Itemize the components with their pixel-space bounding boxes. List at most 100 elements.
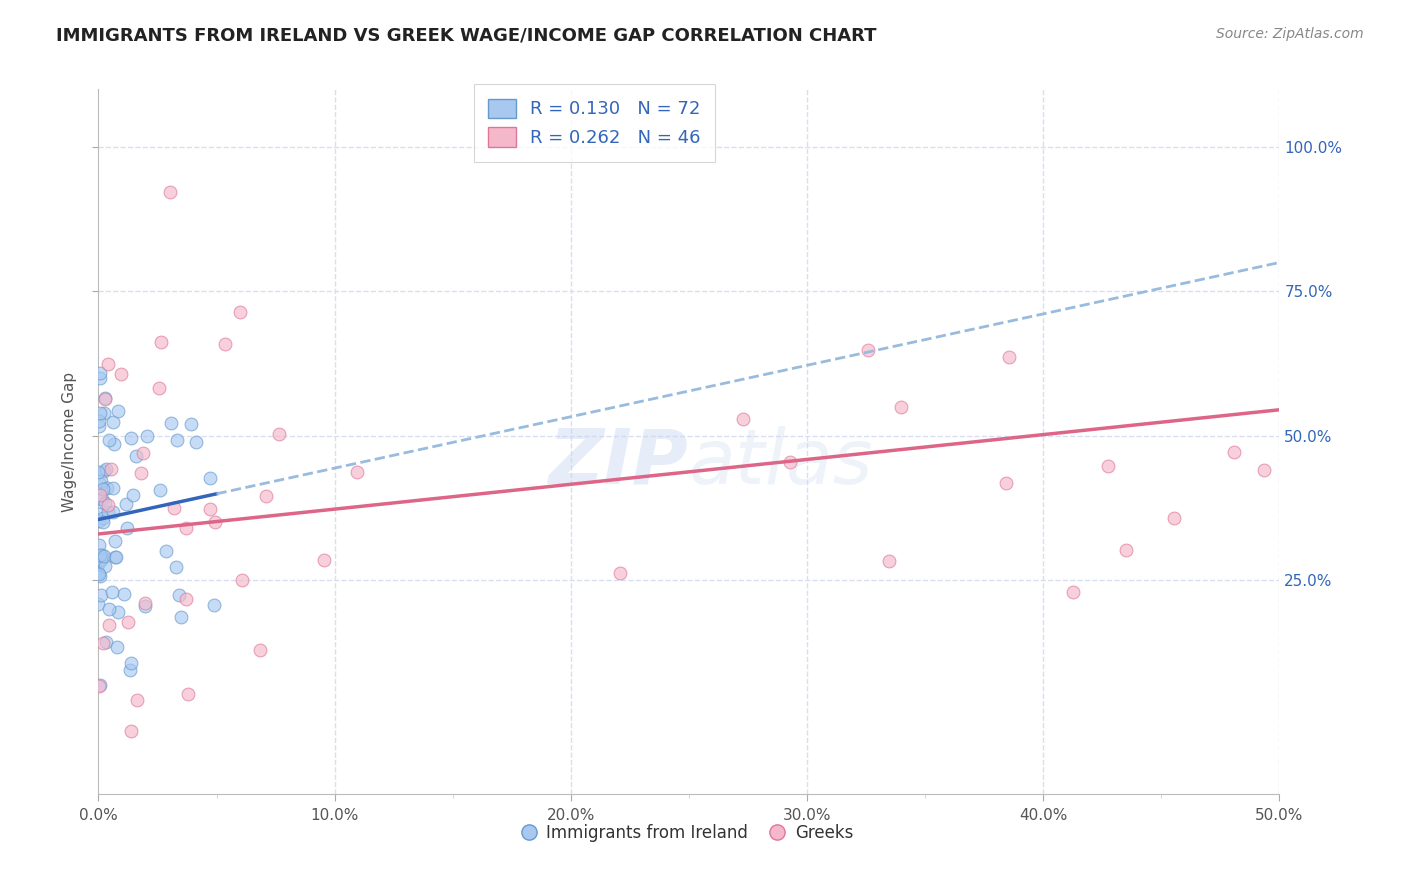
Point [204,515,226,529]
Point [87,538,110,552]
Point [93,496,115,510]
Point [117,615,139,629]
Point [97,498,120,512]
Point [98,434,121,448]
Point [163,501,186,516]
Point [1222,445,1244,459]
Point [202,598,225,612]
Point [166,433,188,447]
Point [170,610,193,624]
Point [89,678,111,692]
Text: Source: ZipAtlas.com: Source: ZipAtlas.com [1216,27,1364,41]
Point [877,554,900,568]
Point [998,351,1021,365]
Point [91,636,114,650]
Point [120,663,142,677]
Y-axis label: Wage/Income Gap: Wage/Income Gap [62,371,77,512]
Point [159,185,181,199]
Point [91,483,114,497]
Point [125,449,148,463]
Point [115,520,138,534]
Point [132,446,155,460]
Point [94,635,117,649]
Point [120,656,142,670]
Point [176,687,198,701]
Point [87,566,110,580]
Point [87,566,110,580]
Point [89,407,111,421]
Point [995,475,1018,490]
Point [87,567,110,582]
Point [609,566,631,581]
Point [228,305,250,319]
Point [120,431,142,445]
Point [779,454,801,468]
Text: atlas: atlas [689,425,873,500]
Point [134,596,156,610]
Point [254,489,277,503]
Point [91,491,114,506]
Point [312,552,335,566]
Point [167,588,190,602]
Point [214,337,236,351]
Point [103,437,125,451]
Point [97,617,120,632]
Point [93,549,115,564]
Point [105,640,128,655]
Point [269,427,291,442]
Point [184,435,207,450]
Point [1062,584,1084,599]
Point [89,477,111,491]
Point [94,392,117,407]
Point [346,465,368,479]
Point [249,643,271,657]
Point [112,587,135,601]
Point [93,406,115,420]
Point [101,505,124,519]
Point [174,592,197,607]
Point [87,465,110,479]
Point [107,404,129,418]
Point [91,551,114,566]
Point [94,462,117,476]
Point [856,343,879,358]
Point [148,381,170,395]
Point [93,465,115,479]
Point [87,597,110,611]
Point [104,550,127,565]
Point [89,569,111,583]
Legend: Immigrants from Ireland, Greeks: Immigrants from Ireland, Greeks [517,818,860,849]
Point [93,391,115,405]
Point [89,371,111,385]
Point [91,548,114,562]
Point [180,417,202,431]
Point [105,549,128,564]
Point [120,723,142,738]
Point [733,412,755,426]
Point [87,414,110,428]
Point [97,505,120,519]
Point [160,416,183,430]
Point [87,419,110,434]
Point [134,599,156,614]
Point [98,601,121,615]
Text: ZIP: ZIP [550,425,689,500]
Point [198,471,221,485]
Point [101,481,124,495]
Point [149,483,172,498]
Point [96,481,118,495]
Point [90,553,112,567]
Point [89,366,111,380]
Point [1163,511,1185,525]
Point [1115,542,1137,557]
Text: IMMIGRANTS FROM IRELAND VS GREEK WAGE/INCOME GAP CORRELATION CHART: IMMIGRANTS FROM IRELAND VS GREEK WAGE/IN… [56,27,877,45]
Point [89,507,111,521]
Point [89,488,111,502]
Point [89,514,111,528]
Point [107,606,129,620]
Point [174,521,197,535]
Point [122,488,145,502]
Point [100,462,122,476]
Point [149,335,172,350]
Point [231,573,253,587]
